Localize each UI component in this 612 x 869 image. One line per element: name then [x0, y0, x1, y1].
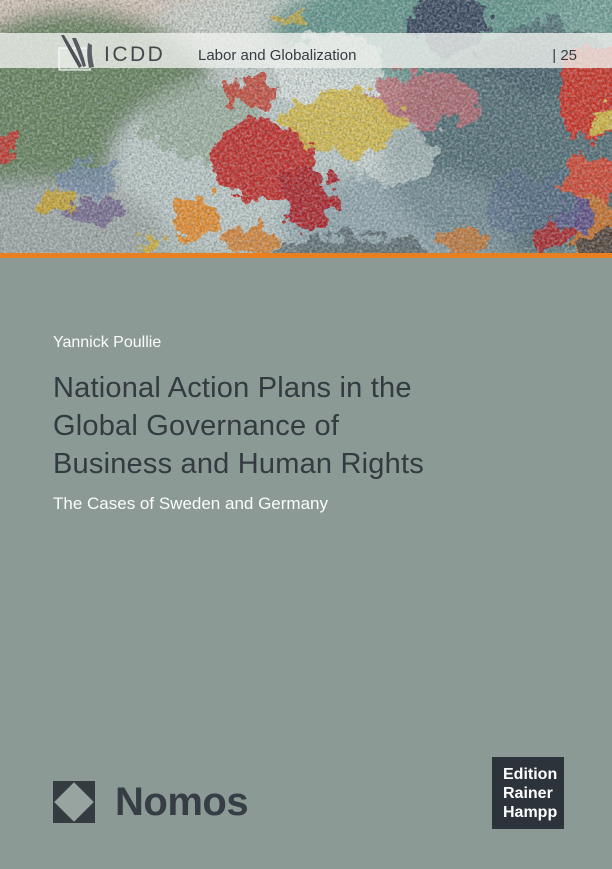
icdd-logo-icon	[58, 35, 94, 71]
book-title-line-2: Global Governance of	[53, 410, 340, 442]
nomos-wordmark: Nomos	[115, 779, 249, 824]
edition-line-2: Rainer	[503, 785, 553, 802]
edition-line-3: Hampp	[503, 804, 558, 821]
series-volume-number: | 25	[552, 47, 577, 64]
nomos-diamond-icon	[53, 781, 95, 823]
book-title-line-1: National Action Plans in the	[53, 372, 412, 404]
author-name: Yannick Poullie	[53, 334, 162, 351]
book-title-line-3: Business and Human Rights	[53, 448, 424, 480]
nomos-publisher-logo: Nomos	[53, 779, 249, 824]
book-title: National Action Plans in the Global Gove…	[53, 369, 424, 483]
edition-line-1: Edition	[503, 766, 558, 783]
icdd-logo-text: ICDD	[104, 43, 166, 66]
series-title: Labor and Globalization	[198, 47, 357, 64]
series-header-bar: ICDD Labor and Globalization | 25	[0, 33, 612, 71]
cover-artwork: ICDD Labor and Globalization | 25	[0, 0, 612, 258]
edition-rainer-hampp-logo: Edition Rainer Hampp	[492, 757, 564, 829]
book-subtitle: The Cases of Sweden and Germany	[53, 494, 328, 513]
